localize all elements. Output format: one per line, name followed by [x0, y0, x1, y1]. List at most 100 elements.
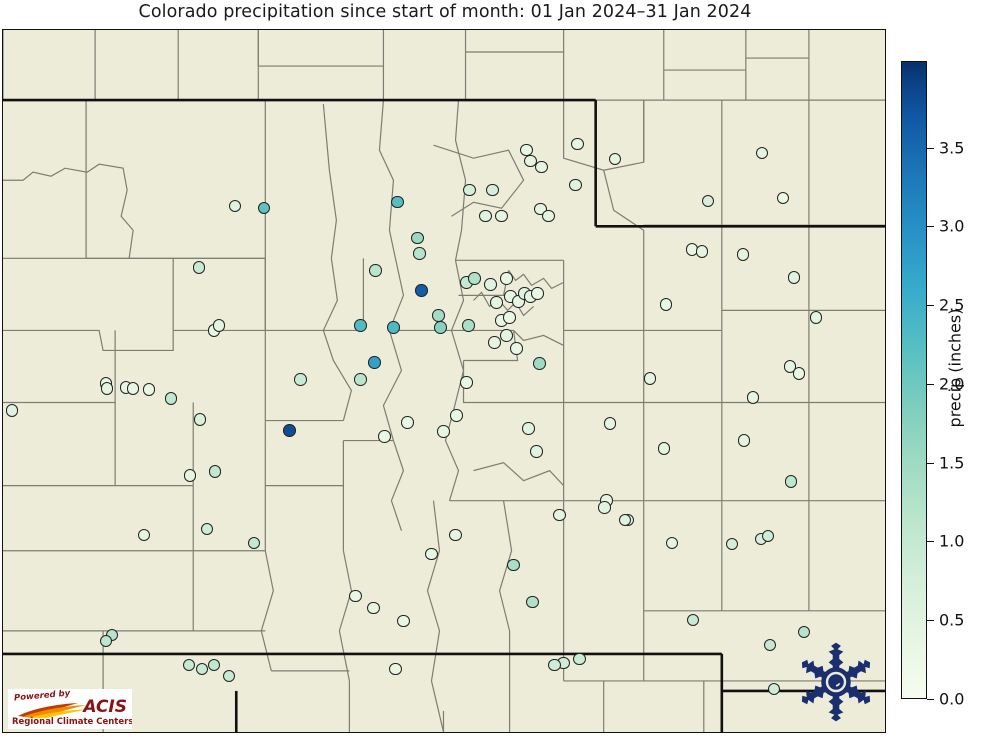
station-marker — [449, 528, 462, 541]
station-marker — [503, 311, 516, 324]
colorbar-tick — [927, 541, 934, 543]
station-marker — [486, 184, 499, 197]
station-marker — [437, 425, 450, 438]
station-marker — [695, 245, 708, 258]
station-marker — [792, 367, 806, 380]
station-marker — [450, 409, 463, 422]
station-marker — [531, 287, 544, 300]
station-marker — [535, 161, 548, 174]
station-marker — [495, 210, 508, 223]
snowflake-logo-icon — [801, 642, 871, 722]
station-marker — [126, 382, 140, 395]
station-marker — [425, 547, 438, 560]
station-marker — [434, 321, 447, 334]
station-marker — [5, 404, 19, 417]
station-marker — [522, 422, 535, 435]
snowflake-arm — [801, 659, 830, 680]
colorbar-label: precip (inches) — [945, 308, 965, 428]
station-marker — [618, 513, 631, 526]
colorado-county-map — [3, 30, 885, 732]
colorbar: 0.0 0.5 1.0 1.5 2.0 2.5 3.0 3.5 — [901, 61, 964, 709]
station-marker — [208, 658, 221, 672]
station-marker — [797, 625, 811, 639]
station-marker — [571, 137, 584, 151]
colorbar-tick-label: 3.5 — [939, 138, 965, 158]
station-marker — [229, 200, 242, 213]
station-marker — [553, 508, 566, 521]
station-marker — [484, 278, 497, 291]
station-marker — [737, 434, 751, 447]
colorbar-tick-label: 0.0 — [939, 689, 965, 709]
station-marker — [490, 296, 503, 309]
station-marker — [603, 417, 616, 430]
colorbar-gradient — [901, 61, 927, 699]
station-marker — [387, 321, 400, 334]
station-marker — [784, 475, 798, 488]
station-marker — [165, 392, 178, 405]
station-marker — [665, 536, 678, 549]
station-marker — [142, 383, 156, 396]
station-marker — [100, 382, 114, 395]
colorbar-tick — [927, 305, 934, 307]
station-marker — [542, 210, 555, 223]
station-marker — [389, 662, 402, 676]
station-marker — [248, 536, 261, 549]
state-boundaries — [3, 98, 885, 732]
station-marker — [369, 264, 382, 277]
station-marker — [573, 652, 586, 666]
station-marker — [193, 261, 206, 274]
station-marker — [755, 146, 769, 160]
station-marker — [530, 445, 543, 458]
station-marker — [763, 638, 777, 652]
colorbar-tick-label: 1.0 — [939, 531, 965, 551]
colorbar-tick — [927, 462, 934, 464]
snowflake-arm — [828, 642, 844, 673]
station-marker — [397, 614, 410, 628]
colorbar-tick — [927, 383, 934, 385]
station-marker — [223, 669, 236, 683]
station-marker — [367, 601, 380, 615]
page-title: Colorado precipitation since start of mo… — [138, 2, 752, 22]
station-marker — [378, 430, 391, 443]
colorbar-tick-label: 3.0 — [939, 216, 965, 236]
station-marker — [415, 284, 428, 297]
station-marker — [548, 658, 561, 672]
snowflake-arm — [828, 691, 844, 722]
snowflake-arm — [842, 684, 871, 705]
station-marker — [787, 271, 801, 284]
station-marker — [432, 309, 445, 322]
colorbar-tick-label: 1.5 — [939, 453, 965, 473]
station-marker — [196, 662, 209, 676]
station-marker — [468, 272, 481, 285]
colorbar-tick — [927, 226, 934, 228]
station-marker — [500, 329, 513, 342]
station-marker — [354, 373, 367, 386]
station-marker — [598, 501, 611, 514]
snowflake-arm — [801, 684, 830, 705]
map-frame — [2, 29, 886, 733]
station-marker — [608, 152, 621, 166]
station-marker — [460, 376, 473, 389]
station-marker — [391, 196, 404, 209]
station-marker — [657, 442, 670, 455]
acis-swoosh-icon — [18, 703, 90, 718]
acis-name-text: ACIS — [83, 697, 127, 717]
station-marker — [99, 634, 113, 648]
station-marker — [283, 424, 296, 437]
colorbar-tick — [927, 620, 934, 622]
station-marker — [725, 537, 739, 550]
station-marker — [137, 528, 151, 541]
station-marker — [488, 336, 501, 349]
colorbar-tick-label: 2.0 — [939, 374, 965, 394]
station-marker — [761, 529, 775, 542]
colorbar-tick — [927, 147, 934, 149]
station-marker — [643, 372, 656, 385]
station-marker — [526, 595, 539, 609]
station-marker — [767, 682, 781, 696]
station-marker — [746, 391, 760, 404]
station-marker — [401, 416, 414, 429]
snowflake-arms-group — [801, 642, 871, 722]
station-marker — [569, 179, 582, 192]
station-marker — [659, 298, 672, 311]
